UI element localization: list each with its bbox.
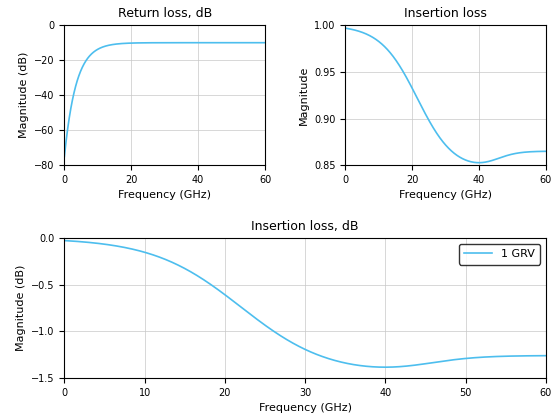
1 GRV <box>256 318 263 323</box>
1 GRV <box>392 365 399 370</box>
1 GRV <box>446 358 452 363</box>
Title: Insertion loss: Insertion loss <box>404 7 487 20</box>
1 GRV <box>543 353 549 358</box>
Line: 1 GRV: 1 GRV <box>64 241 546 367</box>
1 GRV <box>381 365 388 370</box>
1 GRV <box>61 238 68 243</box>
1 GRV <box>437 359 444 364</box>
Y-axis label: Magnitude (dB): Magnitude (dB) <box>18 52 29 138</box>
X-axis label: Frequency (GHz): Frequency (GHz) <box>399 191 492 200</box>
1 GRV <box>110 243 117 248</box>
Legend: 1 GRV: 1 GRV <box>459 244 540 265</box>
1 GRV <box>273 331 280 336</box>
Title: Return loss, dB: Return loss, dB <box>118 7 212 20</box>
X-axis label: Frequency (GHz): Frequency (GHz) <box>118 191 211 200</box>
Title: Insertion loss, dB: Insertion loss, dB <box>251 220 359 233</box>
X-axis label: Frequency (GHz): Frequency (GHz) <box>259 403 352 413</box>
Y-axis label: Magnitude (dB): Magnitude (dB) <box>16 265 26 351</box>
Y-axis label: Magnitude: Magnitude <box>298 66 309 125</box>
